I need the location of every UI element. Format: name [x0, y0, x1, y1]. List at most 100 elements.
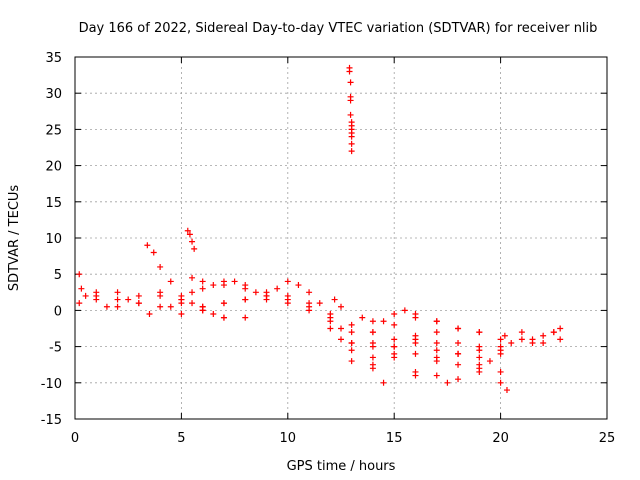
data-point: [220, 314, 227, 321]
data-point: [167, 303, 174, 310]
data-point: [274, 285, 281, 292]
data-point: [242, 296, 249, 303]
data-point: [220, 300, 227, 307]
data-point: [191, 245, 198, 252]
y-axis-label: SDTVAR / TECUs: [7, 185, 22, 292]
series-arc-k: [359, 307, 483, 336]
data-point: [327, 325, 334, 332]
data-point: [76, 300, 83, 307]
series-arc-p: [497, 329, 564, 354]
y-tick-label: -15: [41, 413, 62, 428]
data-point: [497, 336, 504, 343]
data-point: [433, 358, 440, 365]
series-arc-r: [346, 64, 355, 155]
data-point: [338, 336, 344, 343]
series-arc-a: [76, 271, 376, 368]
data-point: [348, 358, 355, 365]
data-point: [306, 307, 313, 314]
series-arc-b: [78, 285, 387, 386]
data-point: [540, 332, 547, 339]
data-marks: [76, 64, 564, 394]
data-point: [348, 321, 355, 328]
data-point: [210, 311, 217, 318]
data-point: [346, 68, 353, 75]
data-point: [476, 354, 483, 361]
data-point: [501, 332, 508, 339]
data-point: [263, 289, 270, 296]
data-point: [103, 303, 110, 310]
data-point: [486, 358, 493, 365]
data-point: [529, 336, 536, 343]
y-tick-label: -5: [49, 341, 62, 356]
data-point: [433, 318, 440, 325]
data-point: [455, 339, 462, 346]
data-point: [380, 379, 387, 386]
data-point: [114, 303, 121, 310]
y-tick-label: 15: [45, 196, 62, 211]
plot-frame: [74, 56, 608, 420]
data-point: [503, 387, 510, 394]
data-point: [306, 289, 313, 296]
data-point: [557, 336, 564, 343]
data-point: [189, 238, 196, 245]
data-point: [82, 292, 89, 299]
data-point: [348, 148, 355, 155]
data-point: [369, 329, 376, 336]
data-point: [455, 376, 462, 383]
data-point: [433, 372, 440, 379]
data-point: [391, 350, 398, 357]
data-point: [455, 350, 462, 357]
data-point: [252, 289, 259, 296]
data-point: [455, 361, 462, 368]
data-point: [347, 79, 354, 86]
data-point: [476, 329, 483, 336]
data-point: [316, 300, 323, 307]
data-point: [327, 314, 334, 321]
data-point: [476, 365, 483, 372]
data-point: [348, 329, 355, 336]
data-point: [348, 140, 355, 147]
data-point: [348, 339, 355, 346]
data-point: [497, 347, 504, 354]
y-tick-label: 30: [45, 87, 62, 102]
y-tick-label: 5: [54, 268, 62, 283]
data-point: [348, 347, 355, 354]
data-point: [518, 329, 525, 336]
data-point: [347, 97, 354, 104]
series-arc-g: [189, 274, 440, 379]
data-point: [359, 314, 366, 321]
data-point: [135, 292, 142, 299]
data-point: [135, 300, 142, 307]
data-point: [391, 336, 398, 343]
data-point: [242, 285, 249, 292]
data-point: [184, 227, 191, 234]
y-tick-label: 20: [45, 160, 62, 175]
data-point: [391, 321, 398, 328]
data-point: [144, 242, 151, 249]
data-point: [338, 303, 344, 310]
data-point: [369, 365, 376, 372]
x-axis-label: GPS time / hours: [287, 459, 396, 474]
data-point: [114, 289, 121, 296]
data-point: [557, 325, 564, 332]
x-tick-label: 15: [386, 431, 403, 446]
data-point: [178, 311, 185, 318]
y-tick-label: 35: [45, 51, 62, 66]
data-point: [199, 278, 206, 285]
data-point: [210, 282, 217, 289]
data-point: [167, 278, 174, 285]
x-tick-label: 5: [177, 431, 185, 446]
data-point: [189, 289, 196, 296]
data-point: [497, 379, 504, 386]
data-point: [199, 285, 206, 292]
data-point: [295, 282, 302, 289]
data-point: [369, 354, 376, 361]
data-point: [189, 300, 196, 307]
data-point: [157, 289, 164, 296]
series-arc-q: [501, 325, 564, 346]
data-point: [444, 379, 451, 386]
data-point: [93, 296, 100, 303]
data-point: [157, 303, 164, 310]
data-point: [412, 372, 419, 379]
